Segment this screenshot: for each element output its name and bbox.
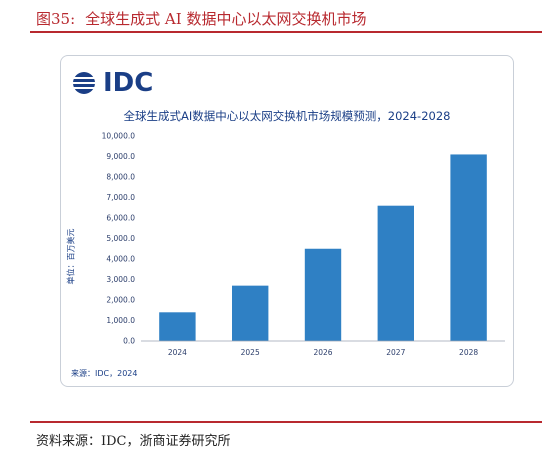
chart-title: 全球生成式AI数据中心以太网交换机市场规模预测，2024-2028 <box>123 109 451 123</box>
x-tick-label: 2028 <box>459 348 478 357</box>
y-tick-label: 3,000.0 <box>106 275 135 284</box>
idc-globe-icon <box>73 72 95 94</box>
x-axis: 2024 2025 2026 2027 2028 <box>141 340 505 357</box>
bar-2028 <box>450 154 487 341</box>
chart-source: 来源：IDC，2024 <box>71 369 138 378</box>
bars <box>159 154 487 341</box>
bar-2027 <box>377 205 414 341</box>
bottom-divider <box>30 421 542 423</box>
bar-2024 <box>159 312 196 341</box>
bar-2026 <box>304 248 342 341</box>
x-tick-label: 2027 <box>386 348 405 357</box>
x-tick-label: 2026 <box>313 348 332 357</box>
chart-card: IDC 全球生成式AI数据中心以太网交换机市场规模预测，2024-2028 单位… <box>60 55 514 387</box>
figure-title: 图35: 全球生成式 AI 数据中心以太网交换机市场 <box>36 8 366 29</box>
idc-logo-text: IDC <box>103 68 154 98</box>
y-tick-label: 5,000.0 <box>106 234 135 243</box>
idc-logo: IDC <box>71 70 153 96</box>
figure-title-text: 全球生成式 AI 数据中心以太网交换机市场 <box>85 10 367 28</box>
x-tick-label: 2024 <box>168 348 187 357</box>
y-tick-label: 8,000.0 <box>106 173 135 182</box>
y-tick-label: 4,000.0 <box>106 255 135 264</box>
y-tick-label: 10,000.0 <box>102 132 136 141</box>
y-tick-label: 9,000.0 <box>106 152 135 161</box>
y-tick-label: 2,000.0 <box>106 296 135 305</box>
y-tick-label: 6,000.0 <box>106 214 135 223</box>
bar-chart: 0.0 1,000.0 2,000.0 3,000.0 4,000.0 5,000.0 6,… <box>102 132 505 357</box>
y-axis: 0.0 1,000.0 2,000.0 3,000.0 4,000.0 5,000.0 6,… <box>102 132 136 346</box>
y-tick-label: 1,000.0 <box>106 316 135 325</box>
bar-2025 <box>232 285 269 341</box>
y-tick-label: 7,000.0 <box>106 193 135 202</box>
figure-number: 图35: <box>36 10 76 28</box>
top-divider <box>30 31 542 33</box>
x-tick-label: 2025 <box>241 348 260 357</box>
y-tick-label: 0.0 <box>123 337 135 346</box>
figure-source: 资料来源：IDC，浙商证券研究所 <box>36 434 231 449</box>
